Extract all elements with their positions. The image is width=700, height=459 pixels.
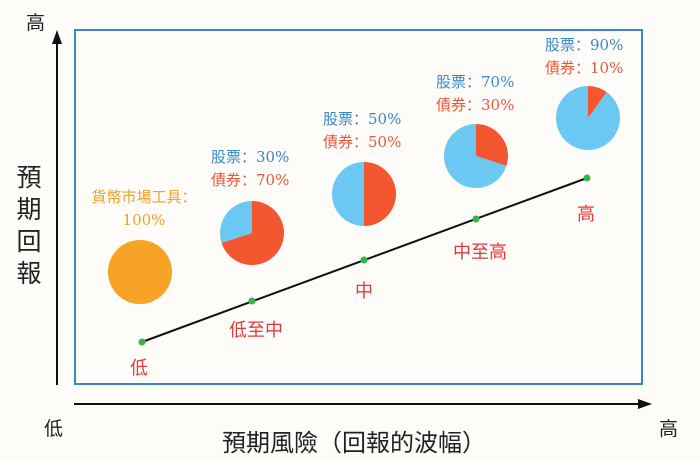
y-axis-top-label: 高 bbox=[26, 12, 46, 34]
risk-label-low: 低 bbox=[130, 358, 148, 379]
label-mid-stock: 股票：50% bbox=[323, 110, 402, 128]
level-dot-mid-high bbox=[472, 215, 480, 223]
label-low-mid-stock: 股票：30% bbox=[211, 148, 290, 166]
pie-mid-high-bond-slice bbox=[476, 124, 509, 166]
label-mid-high-stock: 股票：70% bbox=[436, 73, 515, 91]
pie-mid-high-stock-slice bbox=[443, 124, 507, 188]
label-low-mid-bond: 債券：70% bbox=[211, 171, 290, 189]
y-axis-arrow bbox=[52, 30, 62, 44]
label-low-mid: 股票：30% 債券：70% bbox=[211, 146, 289, 192]
pie-mid-bond-slice bbox=[364, 162, 396, 226]
pie-low-mid-bond-slice bbox=[221, 201, 285, 265]
level-dot-high bbox=[583, 174, 591, 182]
level-dot-low bbox=[138, 338, 146, 346]
pie-low-money-market bbox=[108, 240, 172, 304]
label-mid-high: 股票：70% 債券：30% bbox=[436, 71, 514, 117]
pie-high-bond-slice bbox=[588, 86, 607, 118]
label-high-bond: 債券：10% bbox=[545, 59, 624, 77]
level-dot-mid bbox=[360, 256, 368, 264]
x-axis-end-label: 高 bbox=[659, 418, 679, 440]
x-axis-arrow bbox=[638, 399, 652, 409]
x-axis-title: 預期風險（回報的波幅） bbox=[222, 429, 486, 457]
label-mid-high-bond: 債券：30% bbox=[436, 96, 515, 114]
level-dot-low-mid bbox=[248, 297, 256, 305]
allocation-pies bbox=[108, 86, 620, 304]
label-low-line2: 100% bbox=[122, 211, 166, 229]
risk-label-high: 高 bbox=[577, 204, 595, 225]
y-axis-title: 預期回報 bbox=[16, 163, 42, 288]
label-mid: 股票：50% 債券：50% bbox=[323, 108, 401, 154]
plot-frame bbox=[74, 29, 643, 385]
x-axis-start-label: 低 bbox=[44, 418, 64, 440]
pie-mid-stock-slice bbox=[332, 162, 364, 226]
pie-high-stock-slice bbox=[556, 86, 620, 150]
pie-low-mid-stock-slice bbox=[220, 201, 252, 243]
label-low: 貨幣市場工具： 100% bbox=[82, 186, 206, 232]
label-low-line1: 貨幣市場工具： bbox=[91, 188, 197, 206]
risk-label-mid: 中 bbox=[355, 281, 373, 302]
label-high: 股票：90% 債券：10% bbox=[545, 34, 623, 80]
label-mid-bond: 債券：50% bbox=[323, 133, 402, 151]
risk-label-low-mid: 低至中 bbox=[229, 320, 283, 341]
risk-label-mid-high: 中至高 bbox=[453, 242, 507, 263]
label-high-stock: 股票：90% bbox=[545, 36, 624, 54]
